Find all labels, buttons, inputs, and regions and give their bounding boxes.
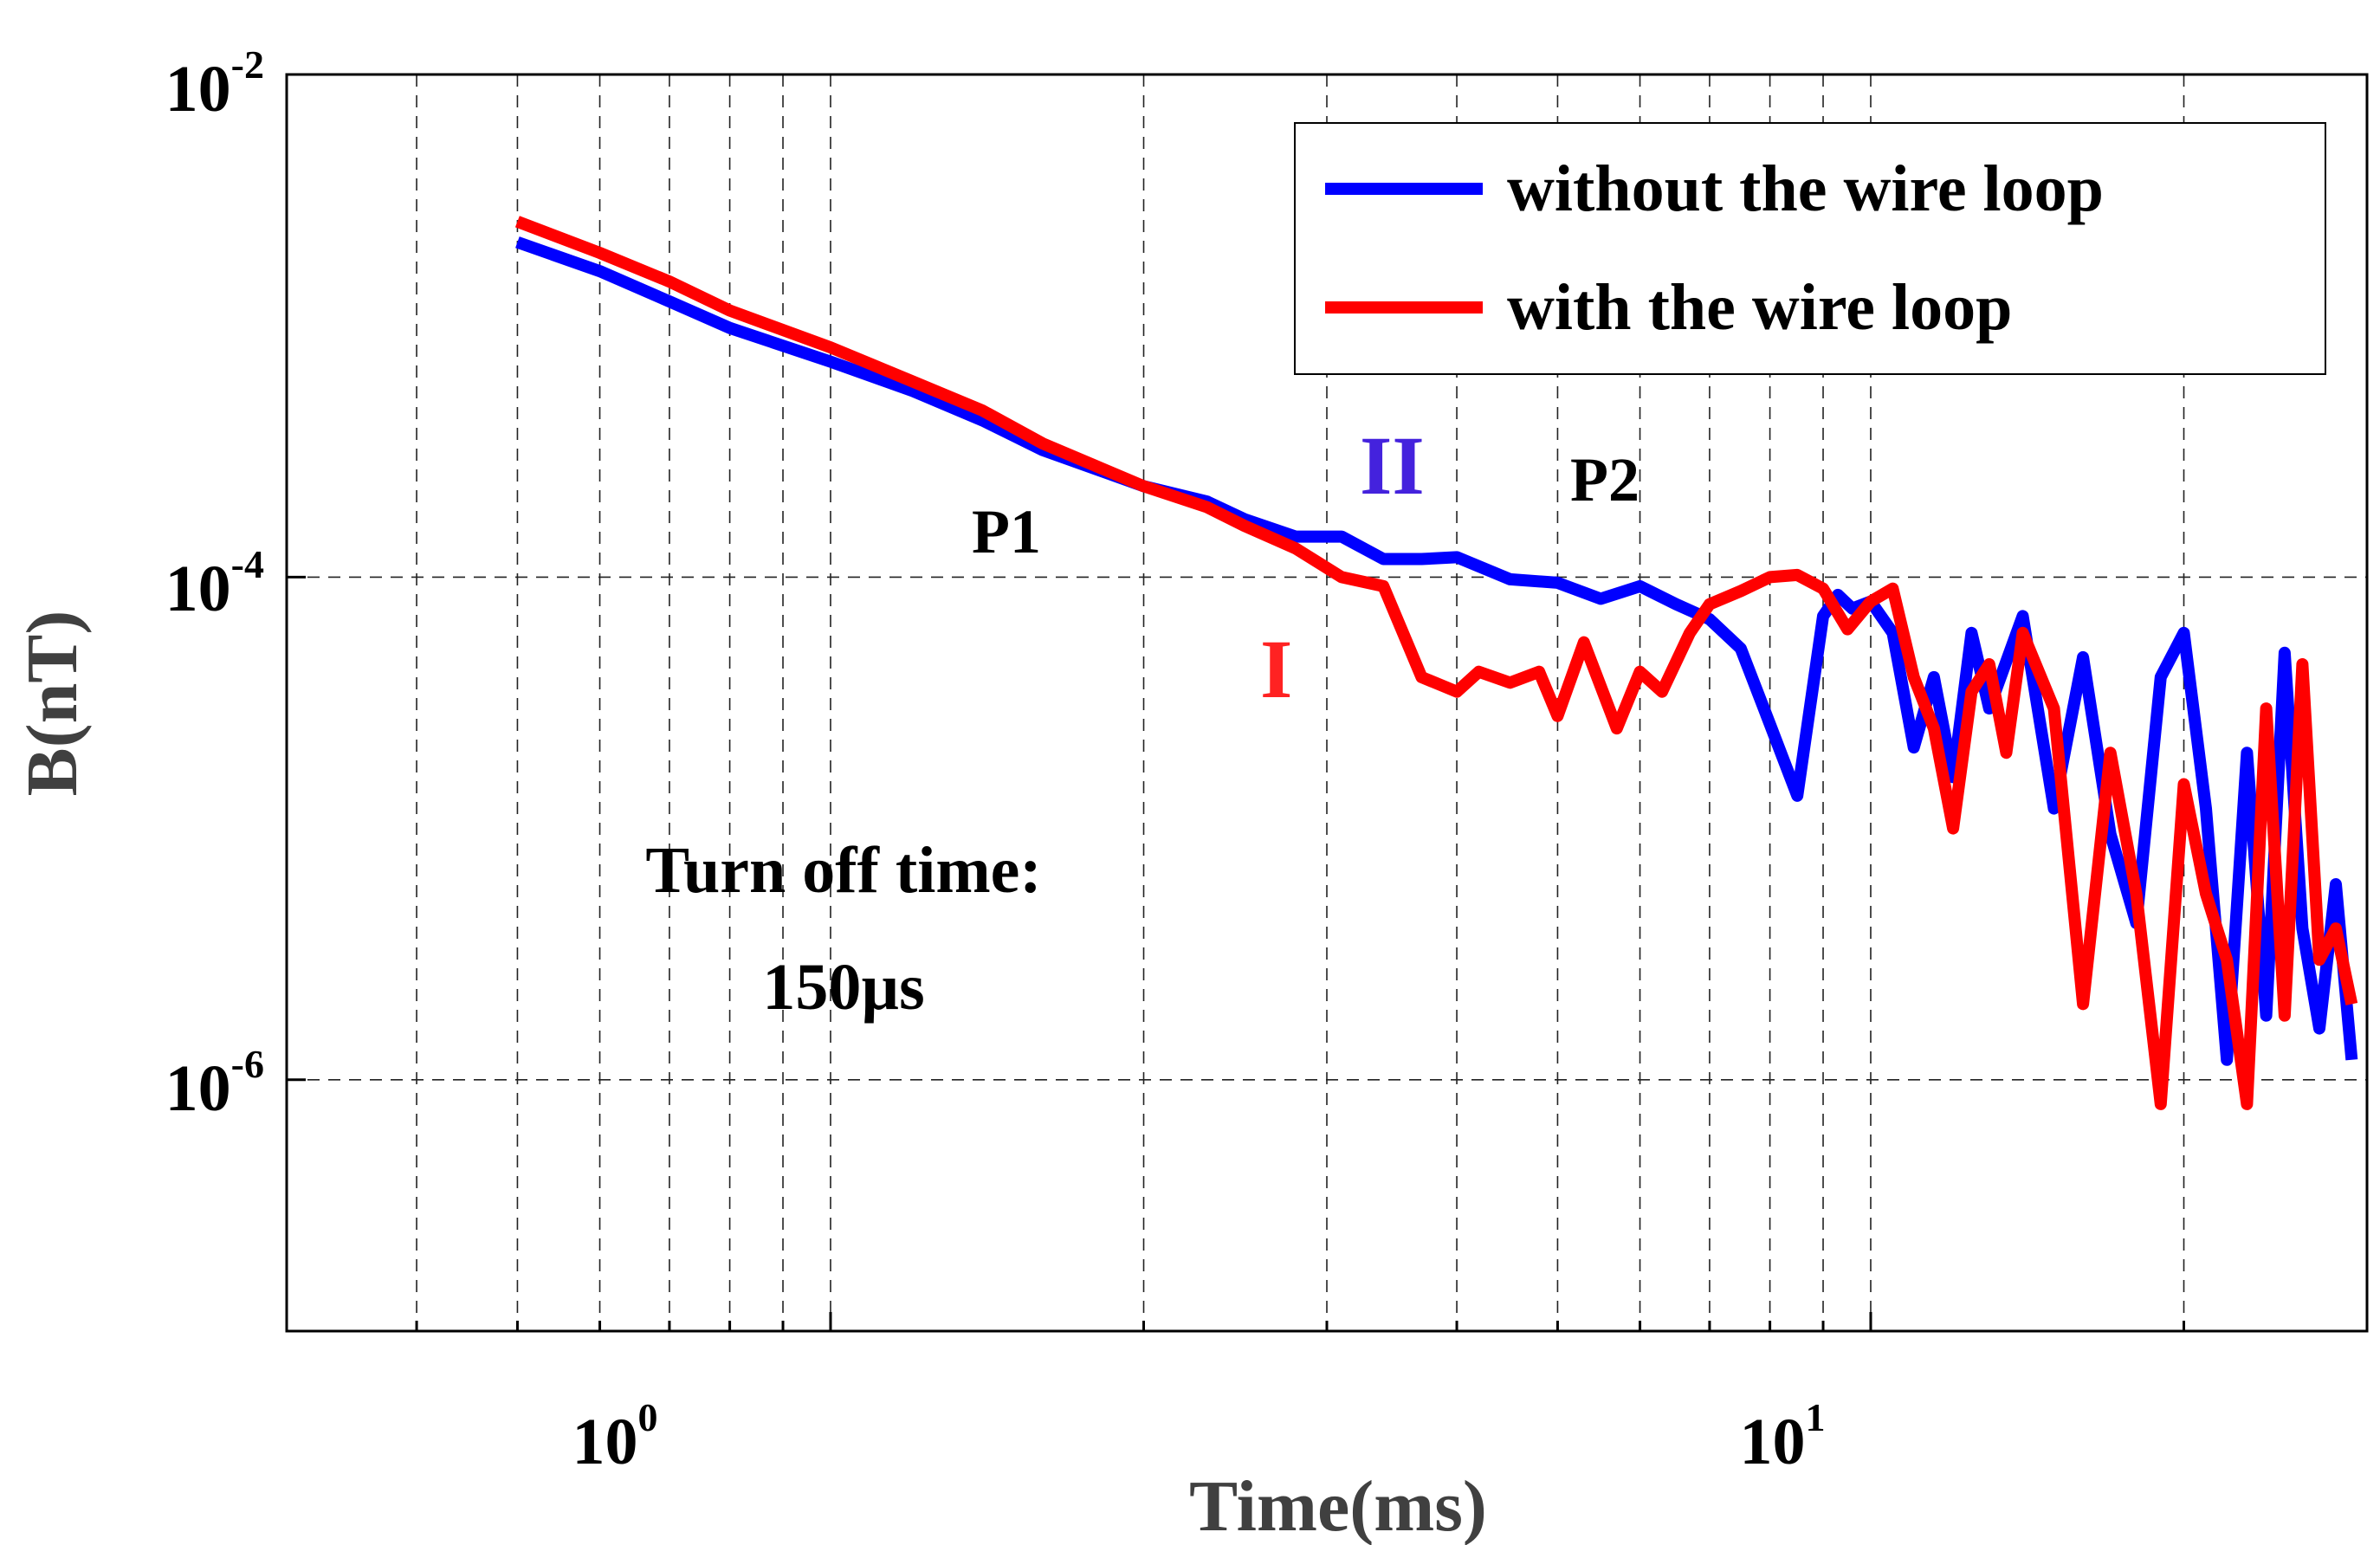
- y-tick-label-e-2: 10-2: [165, 42, 264, 126]
- x-tick-label-e1: 101: [1740, 1395, 1826, 1478]
- series-line-with-wire-loop: [514, 216, 2358, 1110]
- y-tick-label-e-4: 10-4: [165, 542, 264, 625]
- annotation-p1: P1: [972, 497, 1041, 566]
- x-axis-label: Time(ms): [1189, 1466, 1487, 1545]
- ticks: [287, 73, 2186, 1331]
- annotation-turn-off-label: Turn off time:: [645, 834, 1041, 907]
- legend: without the wire loop with the wire loop: [1294, 122, 2326, 375]
- annotation-region-i: I: [1260, 623, 1292, 715]
- annotation-turn-off-value: 150µs: [762, 951, 924, 1024]
- x-tick-label-e0: 100: [572, 1395, 658, 1478]
- legend-label-without-loop: without the wire loop: [1507, 152, 2104, 225]
- annotation-p2: P2: [1570, 445, 1639, 514]
- y-axis-label: B(nT): [12, 611, 93, 797]
- series-layer: [514, 216, 2358, 1110]
- annotation-region-ii: II: [1360, 419, 1425, 512]
- legend-label-with-loop: with the wire loop: [1507, 271, 2012, 344]
- legend-box: [1294, 122, 2326, 375]
- y-tick-label-e-6: 10-6: [165, 1042, 264, 1125]
